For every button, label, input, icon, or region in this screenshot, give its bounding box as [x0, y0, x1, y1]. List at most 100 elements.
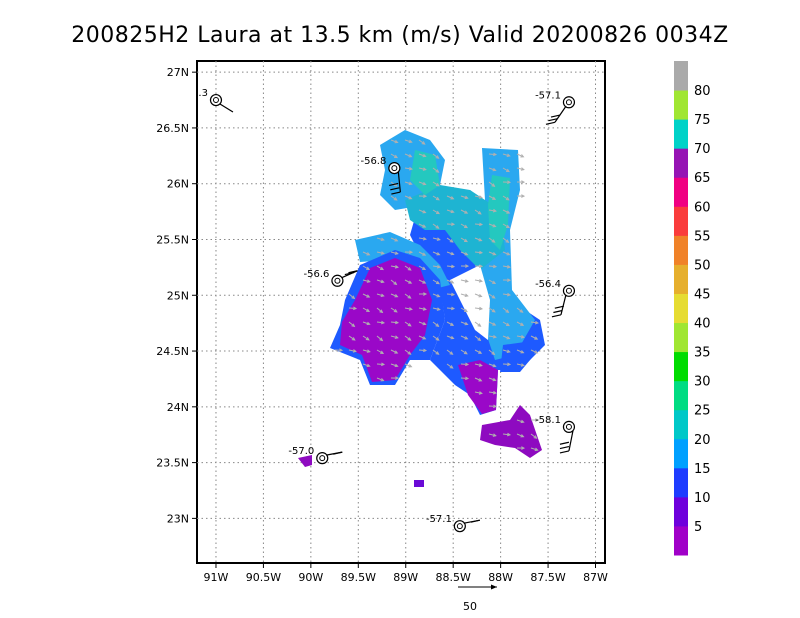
wind-arrow-head	[422, 167, 427, 171]
wind-arrow	[418, 223, 426, 228]
wind-arrow-head	[464, 224, 468, 229]
wind-arrow-head	[449, 365, 454, 369]
wind-arrow-head	[506, 349, 511, 353]
wind-arrow-head	[491, 183, 496, 187]
wind-arrow-head	[520, 350, 525, 354]
colorbar-label: 65	[694, 171, 711, 186]
wind-arrow	[502, 307, 509, 313]
wind-arrow	[488, 223, 496, 227]
wind-arrow-head	[463, 350, 468, 355]
wind-arrow	[474, 223, 483, 226]
dropsonde-label: -56.8	[360, 156, 386, 167]
wind-arrow-head	[478, 306, 484, 311]
wind-arrow-head	[492, 363, 497, 368]
colorbar-label: 35	[694, 346, 711, 361]
wind-arrow-head	[521, 194, 526, 198]
wind-arrow-head	[407, 351, 412, 355]
wind-arrow	[460, 223, 468, 228]
wind-arrow	[376, 307, 383, 313]
colorbar-swatch	[674, 525, 688, 556]
wind-arrow-head	[491, 239, 496, 243]
wind-arrow	[474, 307, 483, 310]
wind-arrow	[446, 349, 453, 355]
wind-arrow	[404, 153, 412, 158]
wind-arrow	[516, 321, 524, 326]
wind-arrow	[460, 377, 469, 380]
wind-arrow	[488, 335, 496, 338]
wind-barb-flag	[551, 314, 562, 318]
wind-arrow	[488, 181, 495, 187]
wind-arrow	[390, 349, 398, 354]
wind-arrow-head	[422, 280, 427, 284]
wind-arrow-head	[506, 210, 511, 214]
wind-arrow-head	[478, 350, 483, 354]
wind-arrow	[432, 265, 440, 268]
radar-shading	[458, 360, 498, 414]
wind-arrow-head	[407, 323, 412, 327]
wind-arrow	[362, 265, 370, 270]
wind-arrow-head	[366, 266, 371, 270]
wind-arrow-head	[394, 154, 398, 159]
wind-arrow-head	[339, 348, 344, 353]
wind-arrow-head	[464, 252, 469, 256]
wind-barb-flag	[559, 441, 570, 445]
dropsonde-label: -57.1	[535, 90, 561, 101]
wind-arrow-head	[520, 434, 525, 438]
wind-arrow	[432, 293, 440, 298]
wind-arrow-head	[450, 322, 455, 326]
wind-arrow-head	[394, 363, 399, 368]
wind-barb-flag	[390, 187, 400, 191]
wind-arrow	[362, 363, 370, 367]
wind-arrow-head	[394, 251, 399, 255]
wind-arrow	[348, 321, 355, 327]
wind-arrow-head	[408, 181, 413, 186]
wind-arrow	[390, 265, 398, 268]
x-tick-label: 90.5W	[246, 571, 281, 584]
radar-shading	[340, 258, 432, 382]
wind-arrow-head	[379, 309, 384, 314]
dropsonde-ring	[209, 93, 223, 107]
wind-arrow	[488, 237, 495, 243]
wind-arrow-head	[519, 309, 524, 313]
wind-arrow	[502, 265, 510, 268]
wind-arrow-head	[505, 309, 510, 314]
colorbar-swatch	[674, 380, 688, 411]
wind-arrow-head	[534, 336, 539, 340]
wind-arrow	[432, 209, 440, 215]
wind-arrow-head	[492, 433, 497, 437]
wind-arrow	[390, 321, 399, 324]
wind-arrow-head	[408, 166, 414, 171]
wind-arrow-head	[491, 351, 496, 356]
dropsonde-ring	[453, 520, 466, 533]
wind-arrow-head	[520, 419, 525, 424]
wind-arrow-head	[435, 280, 440, 285]
dropsonde: -56.8	[360, 156, 401, 195]
wind-arrow-head	[465, 264, 470, 268]
wind-arrow	[460, 237, 468, 243]
dropsonde: -58.1	[535, 415, 576, 454]
wind-arrow	[446, 265, 455, 268]
wind-arrow-head	[379, 337, 384, 342]
wind-arrow-head	[463, 238, 468, 243]
wind-arrow-head	[450, 209, 455, 214]
wind-arrow-head	[394, 320, 400, 325]
wind-arrow-head	[435, 155, 440, 159]
wind-arrow-head	[366, 349, 371, 353]
dropsonde-ring	[331, 274, 344, 287]
colorbar-label: 5	[694, 520, 702, 535]
wind-arrow-head	[492, 377, 497, 382]
wind-arrow-head	[450, 335, 455, 340]
y-tick-label: 27N	[167, 66, 189, 79]
wind-arrow-head	[492, 322, 497, 326]
wind-arrow	[390, 335, 398, 339]
wind-arrow	[446, 209, 454, 213]
wind-arrow	[390, 153, 398, 158]
wind-arrow	[390, 139, 398, 143]
wind-arrow	[460, 251, 468, 256]
wind-arrow	[432, 251, 440, 256]
wind-arrow-head	[449, 239, 454, 243]
wind-arrow-head	[423, 292, 428, 296]
wind-arrow-head	[521, 180, 526, 184]
x-tick-label: 88.5W	[435, 571, 470, 584]
wind-arrow-head	[393, 281, 398, 286]
